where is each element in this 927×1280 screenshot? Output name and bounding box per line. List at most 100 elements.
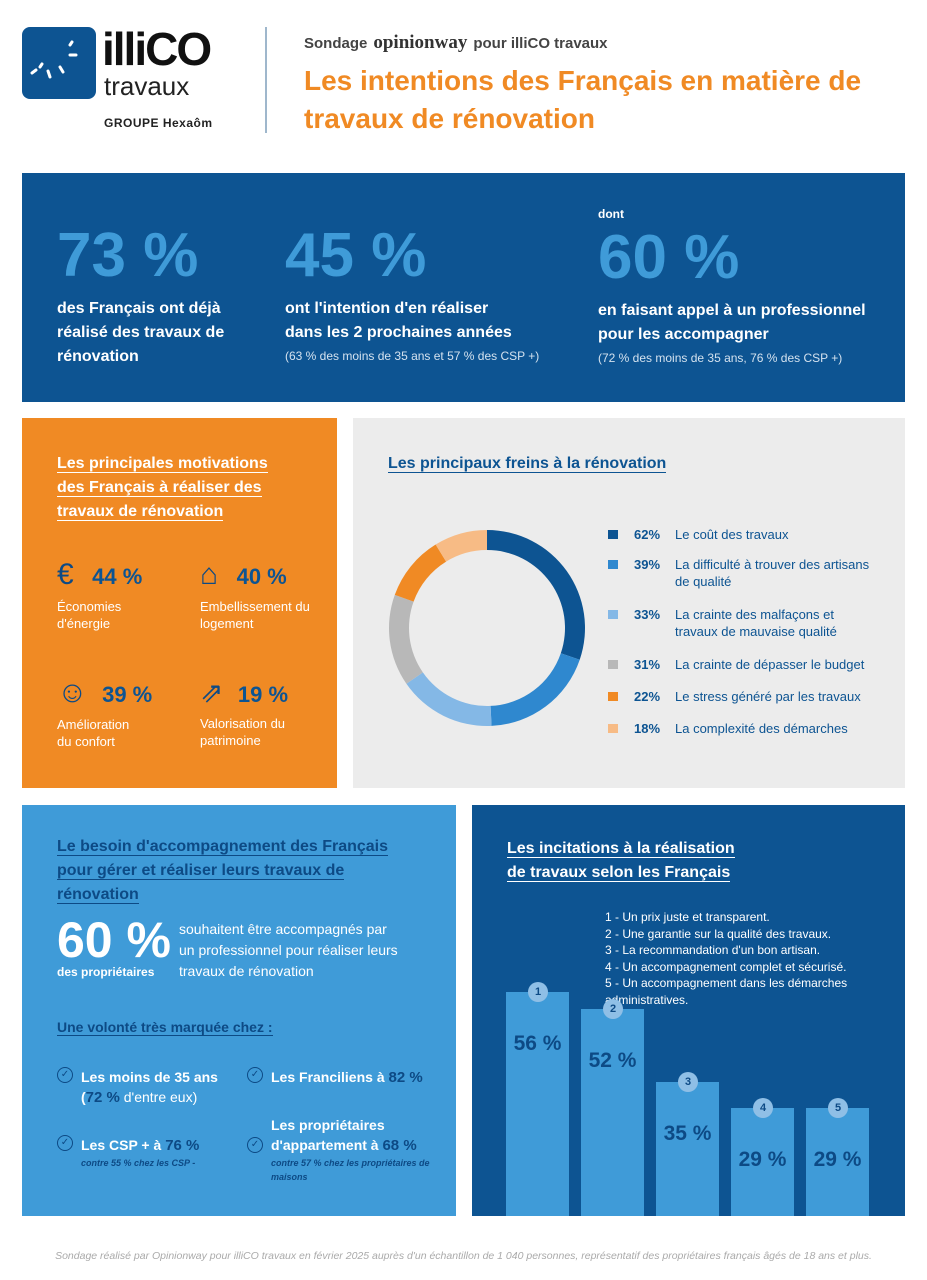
figure-value: 45 %: [285, 221, 427, 290]
smiley-icon: ☺: [57, 676, 88, 709]
figure-text: des Français ont déjà réalisé des travau…: [57, 300, 225, 365]
brand-sub: travaux: [104, 71, 190, 101]
motivation-item: ⇗ 19 % Valorisation du patrimoine: [200, 676, 290, 749]
bar-legend-item: 3 - La recommandation d'un bon artisan.: [605, 943, 821, 957]
check-icon: ✓: [247, 1067, 263, 1083]
motivation-label: Amélioration du confort: [57, 717, 130, 749]
check-icon: ✓: [57, 1135, 73, 1151]
figure-text: en faisant appel à un professionnel pour…: [598, 302, 866, 343]
segment-note: contre 55 % chez les CSP -: [81, 1158, 196, 1168]
segment-label: Les moins de 35 ans: [81, 1069, 218, 1085]
legend-label: Le coût des travaux: [675, 527, 789, 542]
segment-value: 82 %: [388, 1069, 423, 1086]
legend-value: 22%: [634, 689, 661, 704]
legend-swatch: [608, 660, 618, 669]
bar-value-label: 29 %: [813, 1148, 862, 1171]
accompagnement-subtitle: Une volonté très marquée chez :: [57, 1019, 273, 1036]
donut-slice: [406, 672, 492, 726]
bar: 5 29 %: [806, 1098, 869, 1216]
bar-value-label: 29 %: [738, 1148, 787, 1171]
segment-extra: d'entre eux): [123, 1089, 198, 1105]
segment-label: Les Franciliens à: [271, 1069, 385, 1085]
bar-rank-badge: 3: [678, 1072, 698, 1092]
legend-value: 39%: [634, 557, 661, 572]
segment-item: ✓ Les Franciliens à 82 %: [247, 1067, 423, 1088]
donut-slice: [487, 530, 585, 660]
segment-item: ✓ Les moins de 35 ans (72 % d'entre eux): [57, 1067, 241, 1108]
motivation-value: 39 %: [102, 682, 153, 707]
motivation-label: Valorisation du patrimoine: [200, 716, 286, 748]
bar-value-label: 35 %: [663, 1122, 712, 1145]
motivation-value: 19 %: [237, 682, 289, 707]
legend-value: 62%: [634, 527, 661, 542]
survey-prefix: Sondage: [304, 35, 368, 52]
motivations-panel: Les principales motivations des Français…: [22, 418, 337, 788]
key-figure: dont 60 % en faisant appel à un professi…: [598, 207, 888, 365]
figure-text: ont l'intention d'en réaliser dans les 2…: [285, 300, 512, 341]
legend-label: La crainte de dépasser le budget: [675, 657, 865, 672]
segment-note: contre 57 % chez les propriétaires de ma…: [271, 1158, 430, 1182]
figure-note: (72 % des moins de 35 ans, 76 % des CSP …: [598, 351, 843, 365]
bar-legend-item: 2 - Une garantie sur la qualité des trav…: [605, 926, 832, 941]
footer-note: Sondage réalisé par Opinionway pour illi…: [55, 1250, 872, 1262]
figure-value: 60 %: [598, 223, 740, 292]
big-figure: 60 %: [57, 912, 171, 968]
bar: 3 35 %: [656, 1072, 719, 1216]
bar-legend-item: 5 - Un accompagnement dans les démarches…: [605, 976, 848, 1007]
arrow-up-right-icon: ⇗: [200, 677, 224, 708]
bar: 4 29 %: [731, 1098, 794, 1216]
accompagnement-text: souhaitent être accompagnés par un profe…: [179, 921, 398, 979]
key-figures-panel: 73 % des Français ont déjà réalisé des t…: [22, 173, 905, 402]
figure-pre: dont: [598, 207, 624, 221]
divider: [265, 27, 267, 133]
segment-value: 68 %: [382, 1137, 417, 1154]
freins-panel: Les principaux freins à la rénovation: [353, 418, 905, 788]
donut-slice: [394, 544, 447, 602]
bar-legend-item: 1 - Un prix juste et transparent.: [605, 910, 770, 924]
bar-value-label: 52 %: [588, 1049, 637, 1072]
legend-item: 22% Le stress généré par les travaux: [608, 688, 875, 705]
legend-value: 31%: [634, 657, 661, 672]
group-name: GROUPE Hexaôm: [104, 116, 213, 130]
motivation-item: € 44 % Économies d'énergie: [57, 558, 147, 632]
motivation-value: 40 %: [236, 564, 287, 589]
figure-value: 73 %: [57, 221, 199, 290]
bar-value-label: 56 %: [513, 1032, 562, 1055]
survey-suffix: pour illiCO travaux: [473, 35, 608, 52]
legend-swatch: [608, 724, 618, 733]
segment-item: ✓ Les CSP + à 76 % contre 55 % chez les CS…: [57, 1135, 199, 1170]
legend-swatch: [608, 530, 618, 539]
motivation-value: 44 %: [92, 564, 143, 589]
legend-item: 62% Le coût des travaux: [608, 526, 875, 543]
legend-swatch: [608, 610, 618, 619]
bar: 1 56 %: [506, 982, 569, 1216]
legend-swatch: [608, 560, 618, 569]
check-icon: ✓: [57, 1067, 73, 1083]
accompagnement-panel: Le besoin d'accompagnement des Français …: [22, 805, 456, 1216]
bar-rank-badge: 2: [603, 999, 623, 1019]
key-figure: 45 % ont l'intention d'en réaliser dans …: [285, 221, 565, 364]
legend-item: 31% La crainte de dépasser le budget: [608, 656, 875, 673]
segment-label: Les propriétaires d'appartement à: [271, 1117, 385, 1153]
motivation-label: Économies d'énergie: [57, 599, 122, 631]
big-figure-sub: des propriétaires: [57, 965, 155, 979]
page-title: Les intentions des Français en matière d…: [304, 65, 862, 134]
logo-mark: [22, 27, 96, 99]
freins-title: Les principaux freins à la rénovation: [388, 455, 667, 473]
euro-hand-icon: €: [57, 558, 74, 591]
motivation-label: Embellissement du logement: [200, 599, 310, 631]
bar-legend: 1 - Un prix juste et transparent. 2 - Une…: [605, 909, 875, 1008]
bar-rank-badge: 4: [753, 1098, 773, 1118]
legend-label: Le stress généré par les travaux: [675, 689, 861, 704]
motivations-title: Les principales motivations des Français…: [57, 455, 268, 521]
logo-rays-icon: [30, 40, 78, 79]
bar-rank-badge: 5: [828, 1098, 848, 1118]
legend-item: 18% La complexité des démarches: [608, 720, 875, 737]
legend-value: 18%: [634, 721, 661, 736]
donut-slice: [389, 594, 423, 684]
segment-item: ✓ Les propriétaires d'appartement à 68 % c…: [247, 1115, 431, 1184]
figure-note: (63 % des moins de 35 ans et 57 % des CS…: [285, 349, 540, 363]
segment-label: Les CSP + à: [81, 1137, 162, 1153]
bar: 2 52 %: [581, 999, 644, 1216]
legend-item: 33% La crainte des malfaçons et travaux d…: [608, 606, 875, 640]
